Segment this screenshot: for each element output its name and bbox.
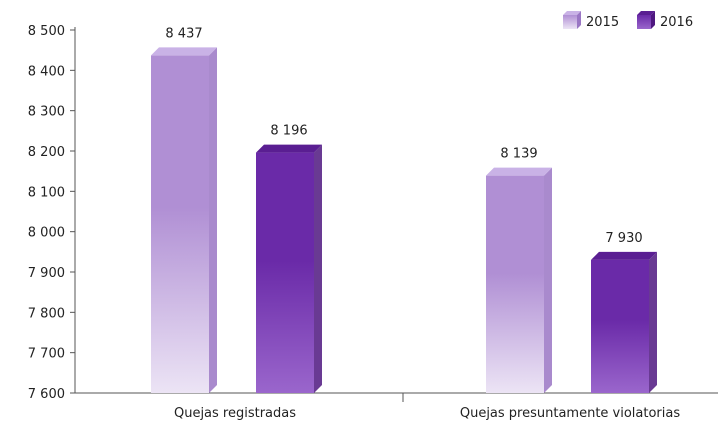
bar-front — [486, 175, 544, 393]
bars-group: 8 437 8 196 8 139 7 930 — [151, 26, 657, 393]
bar-top — [591, 251, 657, 260]
bar-side — [314, 144, 322, 393]
bar-top — [486, 167, 552, 176]
legend: 2015 2016 — [563, 11, 693, 30]
bar-value-label: 8 437 — [165, 26, 202, 41]
legend-swatch-top — [563, 11, 581, 15]
legend-label: 2015 — [586, 15, 619, 30]
y-tick-label: 7 800 — [28, 306, 65, 321]
y-tick-label: 8 100 — [28, 185, 65, 200]
legend-label: 2016 — [660, 15, 693, 30]
x-axis: Quejas registradas Quejas presuntamente v… — [75, 392, 718, 421]
legend-swatch-top — [637, 11, 655, 15]
bar-side — [209, 47, 217, 393]
y-axis: 7 600 7 700 7 800 7 900 8 000 8 100 8 200 8 300… — [28, 24, 76, 402]
y-tick-label: 8 300 — [28, 105, 65, 120]
bar-front — [151, 55, 209, 393]
bar-front — [256, 152, 314, 393]
legend-swatch — [563, 15, 577, 29]
legend-swatch-side — [651, 11, 655, 29]
bar-top — [256, 144, 322, 153]
y-tick-label: 7 900 — [28, 266, 65, 281]
bar-2016-violatorias — [591, 251, 657, 393]
legend-swatch-side — [577, 11, 581, 29]
bar-side — [649, 251, 657, 393]
y-tick-label: 8 000 — [28, 226, 65, 241]
y-tick-label: 8 200 — [28, 145, 65, 160]
bar-front — [591, 259, 649, 393]
bar-2015-registradas — [151, 47, 217, 393]
bar-2015-violatorias — [486, 167, 552, 393]
legend-item-2016: 2016 — [637, 11, 693, 30]
y-tick-label: 8 500 — [28, 24, 65, 39]
bar-value-label: 7 930 — [605, 231, 642, 246]
bar-top — [151, 47, 217, 56]
x-category-label: Quejas presuntamente violatorias — [460, 406, 681, 421]
bar-value-label: 8 139 — [500, 147, 537, 162]
x-category-label: Quejas registradas — [174, 406, 296, 421]
legend-swatch — [637, 15, 651, 29]
bar-side — [544, 167, 552, 393]
legend-item-2015: 2015 — [563, 11, 619, 30]
y-tick-label: 7 700 — [28, 347, 65, 362]
y-tick-label: 8 400 — [28, 64, 65, 79]
bar-2016-registradas — [256, 144, 322, 393]
y-tick-label: 7 600 — [28, 387, 65, 402]
bar-value-label: 8 196 — [270, 124, 307, 139]
